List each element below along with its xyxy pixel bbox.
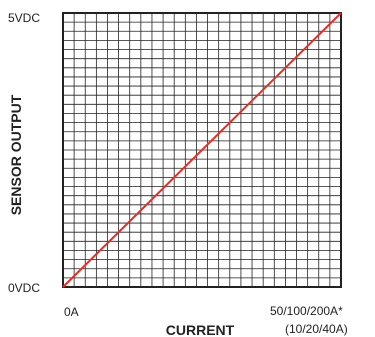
x-tick-label-left: 0A: [64, 305, 79, 319]
y-axis-title: SENSOR OUTPUT: [8, 94, 24, 215]
y-tick-label-top: 5VDC: [8, 11, 40, 25]
x-axis-title: CURRENT: [166, 322, 235, 337]
x-tick-label-right-sub: (10/20/40A): [285, 322, 348, 336]
x-tick-label-right: 50/100/200A*: [270, 304, 343, 318]
plot-frame: [62, 12, 342, 288]
series-line-0: [62, 12, 342, 288]
chart-grid: [63, 13, 341, 287]
chart-marks: [62, 12, 342, 288]
y-tick-label-bottom: 0VDC: [8, 281, 40, 295]
